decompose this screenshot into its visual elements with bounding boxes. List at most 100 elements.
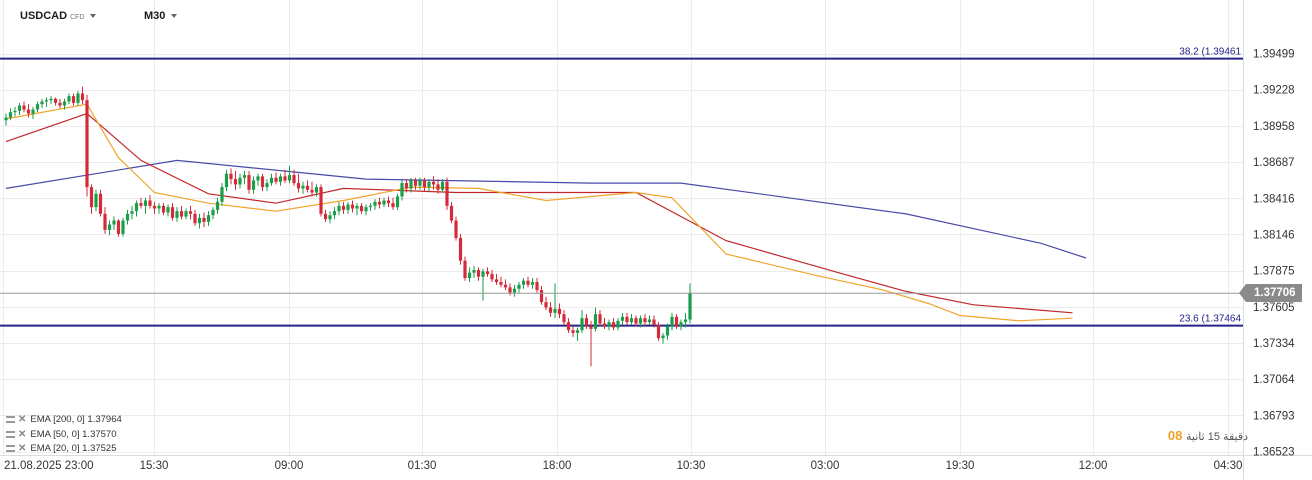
legend-item-ema200[interactable]: ✕ EMA [200, 0] 1.37964 xyxy=(6,414,122,425)
candle-body xyxy=(49,98,53,101)
candle-body xyxy=(602,323,607,327)
symbol-selector[interactable]: USDCAD CFD xyxy=(20,10,97,22)
candle-body xyxy=(418,180,422,186)
candle-body xyxy=(670,316,674,327)
legend-item-ema20[interactable]: ✕ EMA [20, 0] 1.37525 xyxy=(6,443,116,454)
candle-body xyxy=(301,185,305,189)
candle-body xyxy=(364,207,368,212)
candle-body xyxy=(535,282,539,291)
candle-body xyxy=(665,326,670,336)
candle-body xyxy=(22,105,26,110)
candle-body xyxy=(152,205,157,209)
settings-icon[interactable] xyxy=(6,445,15,452)
price-tick-label: 1.37605 xyxy=(1253,302,1295,314)
timeframe-label: M30 xyxy=(144,10,166,22)
candle-body xyxy=(206,215,211,222)
candle-body xyxy=(611,322,616,328)
candle-body xyxy=(589,326,593,329)
candle-body xyxy=(508,287,512,293)
candle-body xyxy=(346,204,350,210)
candle-body xyxy=(404,183,409,189)
candle-body xyxy=(107,224,112,230)
candle-body xyxy=(134,203,139,212)
candle-body xyxy=(512,288,517,293)
candle-body xyxy=(350,204,355,209)
candle-body xyxy=(503,284,508,288)
candle-body xyxy=(197,217,202,224)
ema-line-20 xyxy=(5,103,1073,322)
candle-body xyxy=(269,177,274,184)
candle-body xyxy=(202,217,206,222)
candlesticks xyxy=(4,86,692,367)
price-tick-label: 1.39499 xyxy=(1253,49,1295,61)
legend-label: EMA [50, 0] 1.37570 xyxy=(30,429,117,440)
candle-body xyxy=(161,205,166,213)
countdown-text: دقيقة 15 ثانية xyxy=(1186,431,1248,443)
candle-body xyxy=(238,177,242,185)
candle-body xyxy=(544,302,548,308)
candle-body xyxy=(584,318,589,327)
candle-body xyxy=(53,98,58,103)
candle-body xyxy=(440,181,445,190)
time-tick-label: 04:30 xyxy=(1214,460,1243,472)
candle-body xyxy=(314,187,319,193)
candle-body xyxy=(548,307,553,313)
close-icon[interactable]: ✕ xyxy=(18,443,27,454)
candle-body xyxy=(458,237,463,261)
candle-body xyxy=(85,100,89,188)
candle-body xyxy=(220,187,224,202)
candle-body xyxy=(215,201,220,210)
time-tick-label: 10:30 xyxy=(677,460,706,472)
candle-body xyxy=(553,308,557,313)
candle-body xyxy=(656,324,661,339)
candle-body xyxy=(211,209,215,216)
instrument-type: CFD xyxy=(70,14,85,21)
candle-body xyxy=(296,183,301,189)
symbol-name: USDCAD xyxy=(20,10,68,22)
ema-line-50 xyxy=(5,112,1073,314)
price-tick-label: 1.37875 xyxy=(1253,266,1295,278)
candle-body xyxy=(575,330,580,333)
candle-body xyxy=(251,180,256,190)
candle-body xyxy=(170,207,175,218)
candle-body xyxy=(395,196,400,208)
candle-body xyxy=(283,176,287,181)
candle-body xyxy=(233,179,238,185)
candle-body xyxy=(355,205,359,209)
candle-body xyxy=(310,189,314,193)
candle-body xyxy=(328,215,332,220)
candle-body xyxy=(13,110,17,113)
close-icon[interactable]: ✕ xyxy=(18,429,27,440)
candle-body xyxy=(539,290,544,303)
candle-body xyxy=(319,187,323,214)
time-tick-label: 18:00 xyxy=(543,460,572,472)
price-tick-label: 1.38416 xyxy=(1253,193,1295,205)
candle-body xyxy=(260,176,265,188)
settings-icon[interactable] xyxy=(6,416,15,423)
candle-body xyxy=(4,117,8,121)
candle-body xyxy=(431,181,436,185)
chevron-down-icon xyxy=(171,14,178,19)
fib-level-label: 38.2 (1.39461 xyxy=(1179,47,1241,58)
close-icon[interactable]: ✕ xyxy=(18,414,27,425)
candle-body xyxy=(571,330,575,333)
time-tick-label: 03:00 xyxy=(811,460,840,472)
candle-body xyxy=(494,279,499,283)
candle-body xyxy=(166,207,170,213)
legend-item-ema50[interactable]: ✕ EMA [50, 0] 1.37570 xyxy=(6,429,116,440)
candle-body xyxy=(409,180,413,189)
candle-body xyxy=(116,220,121,234)
candle-body xyxy=(674,316,679,327)
current-price-tag: 1.37706 xyxy=(1239,284,1302,303)
candle-body xyxy=(427,181,431,188)
candle-body xyxy=(391,203,395,208)
settings-icon[interactable] xyxy=(6,431,15,438)
candle-body xyxy=(634,318,638,324)
candle-body xyxy=(472,270,476,273)
candle-body xyxy=(265,183,269,188)
candle-body xyxy=(652,319,656,325)
candle-body xyxy=(31,109,35,114)
timeframe-selector[interactable]: M30 xyxy=(144,10,178,22)
